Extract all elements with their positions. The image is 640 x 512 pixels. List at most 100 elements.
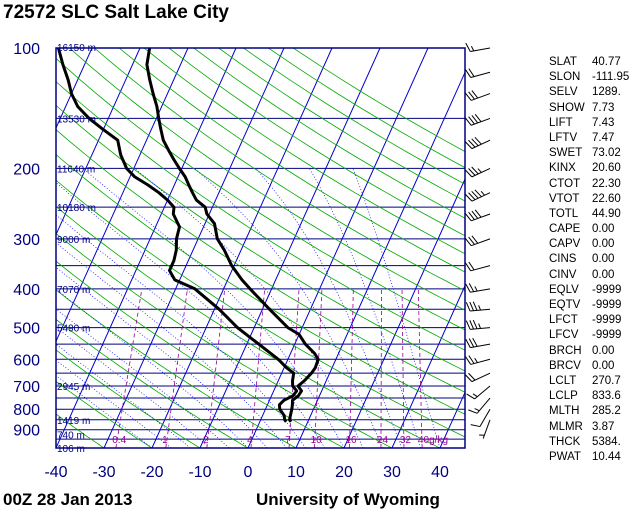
plot-frame (55, 47, 466, 449)
x-tick-label: 20 (335, 464, 353, 481)
moist-adiabat-line (56, 214, 306, 448)
dry-adiabat-line (193, 48, 465, 219)
wind-barb (464, 136, 491, 150)
dry-adiabat-line (168, 48, 465, 237)
isotherm-line (199, 48, 381, 448)
index-name: SLON (549, 71, 581, 84)
index-name: SWET (549, 147, 583, 160)
background-grid (56, 48, 465, 448)
index-row: SLAT 40.77 (549, 55, 639, 70)
index-value: 22.30 (592, 177, 621, 190)
height-label: 10180 m (57, 203, 96, 214)
x-tick-label: -20 (140, 464, 163, 481)
dry-adiabat-line (56, 289, 297, 448)
mixing-ratio-label: 10 (311, 435, 323, 446)
x-tick-label: 40 (431, 464, 449, 481)
y-tick-label: 900 (13, 423, 40, 440)
index-value: 10.44 (592, 450, 621, 463)
wind-barb (465, 301, 491, 312)
index-name: CINS (549, 253, 577, 266)
isotherm-line (343, 177, 465, 448)
index-name: LFCV (549, 329, 579, 342)
index-name: CINV (549, 268, 577, 281)
index-row: BRCV 0.00 (549, 359, 639, 374)
moist-adiabat-line (56, 242, 287, 448)
index-name: LFTV (549, 131, 578, 144)
x-tick-label: -10 (188, 464, 211, 481)
isotherm-line (56, 48, 141, 236)
mixing-ratio-label: 40g/kg (418, 435, 448, 446)
index-name: LCLP (549, 390, 578, 403)
height-label: 5490 m (57, 324, 90, 335)
y-tick-label: 300 (13, 232, 40, 249)
dry-adiabat-line (69, 48, 465, 311)
wind-barb (479, 419, 491, 439)
index-value: 22.60 (592, 192, 621, 205)
moist-adiabat-line (56, 343, 191, 448)
mixing-ratio-line (250, 288, 266, 448)
moist-adiabat-line (82, 168, 345, 448)
index-value: -9999 (592, 283, 622, 296)
dry-adiabat-line (56, 81, 465, 351)
wind-barb (470, 408, 491, 428)
chart-title: 72572 SLC Salt Lake City (3, 2, 229, 23)
index-name: LCLT (549, 374, 577, 387)
dry-adiabat-line (56, 104, 465, 372)
wind-barb (465, 337, 491, 349)
wind-barb (465, 261, 491, 272)
index-row: CINV 0.00 (549, 268, 639, 283)
index-row: BRCH 0.00 (549, 344, 639, 359)
height-label: 11640 m (57, 164, 95, 175)
dry-adiabat-line (56, 154, 465, 415)
mixing-ratio-line (288, 288, 300, 448)
index-value: -9999 (592, 329, 622, 342)
index-value: 833.6 (592, 390, 621, 403)
dry-adiabat-line (56, 206, 441, 448)
index-value: 0.00 (592, 344, 615, 357)
height-label: 740 m (57, 430, 85, 441)
mixing-ratio-line (417, 288, 423, 448)
index-name: TOTL (549, 207, 579, 220)
index-value: 44.90 (592, 207, 621, 220)
moist-adiabat-line (309, 168, 422, 448)
index-row: LFCV -9999 (549, 328, 639, 343)
x-tick-label: -30 (92, 464, 115, 481)
mixing-ratio-label: 1 (162, 435, 168, 446)
index-value: 0.00 (592, 268, 615, 281)
moist-adiabat-line (194, 168, 383, 448)
observation-time: 00Z 28 Jan 2013 (3, 490, 133, 509)
mixing-ratio-line (165, 288, 188, 448)
index-name: EQLV (549, 283, 579, 296)
dry-adiabat-line (118, 48, 465, 273)
index-row: SWET 73.02 (549, 146, 639, 161)
moist-adiabat-line (134, 168, 364, 448)
wind-barb (465, 319, 491, 330)
wind-barb (466, 385, 491, 400)
height-label: 7070 m (57, 285, 90, 296)
wind-barb (464, 235, 491, 247)
index-row: LCLT 270.7 (549, 374, 639, 389)
dry-adiabat-line (94, 48, 465, 292)
dry-adiabat-line (56, 129, 465, 393)
height-label: 16150 m (57, 43, 96, 54)
moist-adiabat-line (352, 168, 441, 448)
index-name: MLMR (549, 420, 583, 433)
index-value: 5384. (592, 435, 621, 448)
y-tick-label: 500 (13, 321, 40, 338)
index-name: VTOT (549, 192, 580, 205)
axis-labels: 0.4 1 2 4 7 10 16 24 32 40g/kg1002003004005006007… (13, 41, 449, 481)
index-name: THCK (549, 435, 581, 448)
index-row: LCLP 833.6 (549, 389, 639, 404)
y-tick-label: 800 (13, 402, 40, 419)
moist-adiabat-line (255, 168, 402, 448)
wind-barb (465, 42, 491, 52)
index-value: -111.95 (592, 71, 630, 84)
isotherm-line (151, 48, 333, 448)
index-row: CTOT 22.30 (549, 177, 639, 192)
mixing-ratio-line (115, 288, 143, 448)
index-value: 0.00 (592, 253, 615, 266)
index-name: PWAT (549, 450, 581, 463)
wind-barb (468, 397, 491, 414)
index-value: 73.02 (592, 147, 621, 160)
